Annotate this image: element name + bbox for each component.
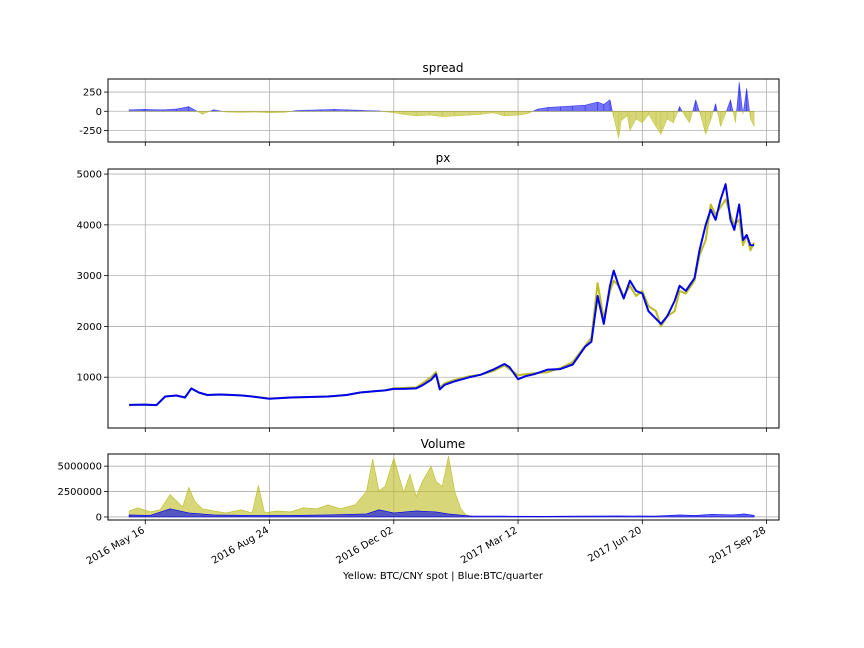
volume-title: Volume [421,437,466,451]
x-axis-caption: Yellow: BTC/CNY spot | Blue:BTC/quarter [342,571,544,582]
x-tick-label: 2016 May 16 [85,525,147,567]
px-y-tick-label: 1000 [77,373,102,384]
spread-negative-area [129,110,755,139]
px-axes-frame [107,168,780,429]
px-y-tick-label: 4000 [77,220,102,231]
px-y-tick-label: 2000 [77,322,102,333]
volume-y-tick-label: 5000000 [57,462,102,473]
volume-y-tick-label: 0 [96,512,102,523]
px-spot-series-line [129,198,756,407]
volume-panel: Volume 0 2500000 5000000 2016 May 16 2016 A… [57,437,780,567]
spread-axes-frame [107,78,780,143]
x-tick-label: 2017 Jun 20 [586,525,644,565]
px-y-tick-label: 5000 [77,170,102,181]
volume-axes-frame [107,453,780,521]
spread-y-tick-label: -250 [79,126,102,137]
spread-y-tick-label: 250 [83,88,102,99]
x-tick-label: 2016 Dec 02 [334,525,395,566]
spread-panel: spread -250 0 250 [79,61,780,146]
spread-y-tick-label: 0 [96,107,102,118]
px-quarter-series-line [129,183,755,407]
x-tick-label: 2017 Mar 12 [459,525,519,566]
px-panel: px 1000 2000 3000 4000 5000 [77,151,780,432]
x-tick-label: 2017 Sep 28 [708,525,768,566]
volume-spot-area [128,455,755,518]
spread-title: spread [423,61,464,75]
volume-y-tick-label: 2500000 [57,487,102,498]
volume-quarter-area [128,508,755,518]
x-tick-label: 2016 Aug 24 [210,525,271,567]
spread-positive-area [128,82,755,112]
px-y-tick-label: 3000 [77,271,102,282]
px-title: px [436,151,451,165]
